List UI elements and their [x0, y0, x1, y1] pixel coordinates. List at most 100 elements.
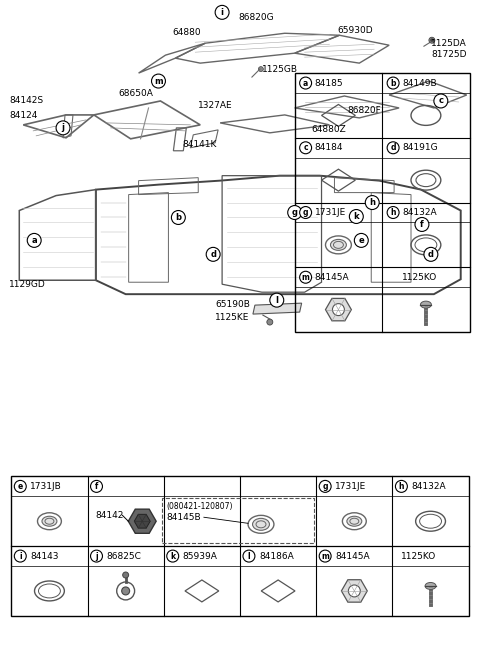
- Text: 84142: 84142: [96, 511, 124, 519]
- Circle shape: [319, 550, 331, 562]
- Text: 1731JE: 1731JE: [314, 208, 346, 217]
- Text: g: g: [292, 208, 298, 217]
- Text: 84143: 84143: [30, 552, 59, 560]
- Text: a: a: [303, 79, 308, 87]
- Circle shape: [300, 142, 312, 154]
- Text: 1125KO: 1125KO: [402, 273, 437, 282]
- Text: f: f: [95, 482, 98, 491]
- Circle shape: [429, 37, 435, 43]
- Text: 84186A: 84186A: [259, 552, 294, 560]
- Circle shape: [333, 304, 344, 316]
- Text: 65930D: 65930D: [337, 26, 373, 35]
- Bar: [162, 499, 314, 543]
- Polygon shape: [341, 580, 367, 602]
- Text: 64880: 64880: [172, 28, 201, 37]
- Text: h: h: [399, 482, 404, 491]
- Text: c: c: [438, 97, 444, 106]
- Circle shape: [14, 480, 26, 493]
- Circle shape: [354, 233, 368, 247]
- Circle shape: [56, 121, 70, 135]
- Text: 84185: 84185: [314, 79, 343, 87]
- Text: h: h: [369, 198, 375, 207]
- Text: 84149B: 84149B: [402, 79, 437, 87]
- Text: 86820G: 86820G: [238, 13, 274, 22]
- Text: b: b: [390, 79, 396, 87]
- Text: 81725D: 81725D: [431, 50, 467, 58]
- Text: b: b: [175, 213, 181, 222]
- Text: 86825C: 86825C: [107, 552, 141, 560]
- Circle shape: [171, 210, 185, 224]
- Circle shape: [267, 319, 273, 325]
- Circle shape: [270, 293, 284, 307]
- Text: d: d: [210, 250, 216, 259]
- Text: l: l: [276, 296, 278, 304]
- Text: 84141K: 84141K: [182, 140, 216, 149]
- Text: 84142S: 84142S: [9, 97, 44, 106]
- Circle shape: [123, 572, 129, 578]
- Text: e: e: [18, 482, 23, 491]
- Circle shape: [300, 206, 312, 218]
- Text: (080421-120807): (080421-120807): [166, 502, 233, 511]
- Circle shape: [431, 39, 433, 42]
- Text: f: f: [420, 220, 424, 229]
- Text: d: d: [390, 143, 396, 153]
- Ellipse shape: [347, 516, 362, 526]
- Text: i: i: [19, 552, 22, 560]
- Text: m: m: [302, 273, 310, 282]
- Text: 84145A: 84145A: [314, 273, 349, 282]
- Text: 64880Z: 64880Z: [312, 126, 347, 134]
- Text: 65190B: 65190B: [215, 300, 250, 308]
- Circle shape: [387, 206, 399, 218]
- Text: 84132A: 84132A: [411, 482, 446, 491]
- Text: e: e: [359, 236, 364, 245]
- Text: 84145B: 84145B: [166, 513, 201, 521]
- Polygon shape: [134, 514, 150, 528]
- Text: d: d: [428, 250, 434, 259]
- Text: l: l: [248, 552, 250, 560]
- Circle shape: [396, 480, 408, 493]
- Circle shape: [415, 218, 429, 231]
- Polygon shape: [128, 509, 156, 534]
- Circle shape: [258, 67, 264, 72]
- Circle shape: [349, 210, 363, 224]
- Text: 86820F: 86820F: [348, 106, 381, 116]
- Text: m: m: [321, 552, 329, 560]
- Text: 1731JB: 1731JB: [30, 482, 62, 491]
- Circle shape: [91, 480, 102, 493]
- Circle shape: [300, 77, 312, 89]
- Text: a: a: [31, 236, 37, 245]
- Text: k: k: [170, 552, 175, 560]
- Bar: [295, 73, 469, 332]
- Ellipse shape: [252, 518, 269, 530]
- Circle shape: [91, 550, 102, 562]
- Text: 84132A: 84132A: [402, 208, 437, 217]
- Polygon shape: [325, 298, 351, 321]
- Text: 1125KE: 1125KE: [215, 312, 250, 322]
- Ellipse shape: [330, 239, 347, 251]
- Circle shape: [14, 550, 26, 562]
- Circle shape: [387, 77, 399, 89]
- Ellipse shape: [420, 301, 432, 308]
- Circle shape: [206, 247, 220, 261]
- Text: 85939A: 85939A: [183, 552, 217, 560]
- Text: 84124: 84124: [9, 112, 38, 120]
- Text: i: i: [221, 8, 224, 17]
- Circle shape: [424, 247, 438, 261]
- Circle shape: [122, 587, 130, 595]
- Circle shape: [215, 5, 229, 19]
- Ellipse shape: [425, 583, 436, 589]
- Text: g: g: [303, 208, 308, 217]
- Text: c: c: [303, 143, 308, 153]
- Bar: [12, 476, 468, 616]
- Text: 84184: 84184: [314, 143, 343, 153]
- Circle shape: [319, 480, 331, 493]
- Circle shape: [434, 94, 448, 108]
- Circle shape: [387, 142, 399, 154]
- Polygon shape: [253, 303, 301, 314]
- Text: 84145A: 84145A: [335, 552, 370, 560]
- Circle shape: [152, 74, 166, 88]
- Text: 1125DA: 1125DA: [431, 39, 467, 48]
- Text: 1125KO: 1125KO: [401, 552, 437, 560]
- Circle shape: [243, 550, 255, 562]
- Text: 1327AE: 1327AE: [198, 101, 233, 110]
